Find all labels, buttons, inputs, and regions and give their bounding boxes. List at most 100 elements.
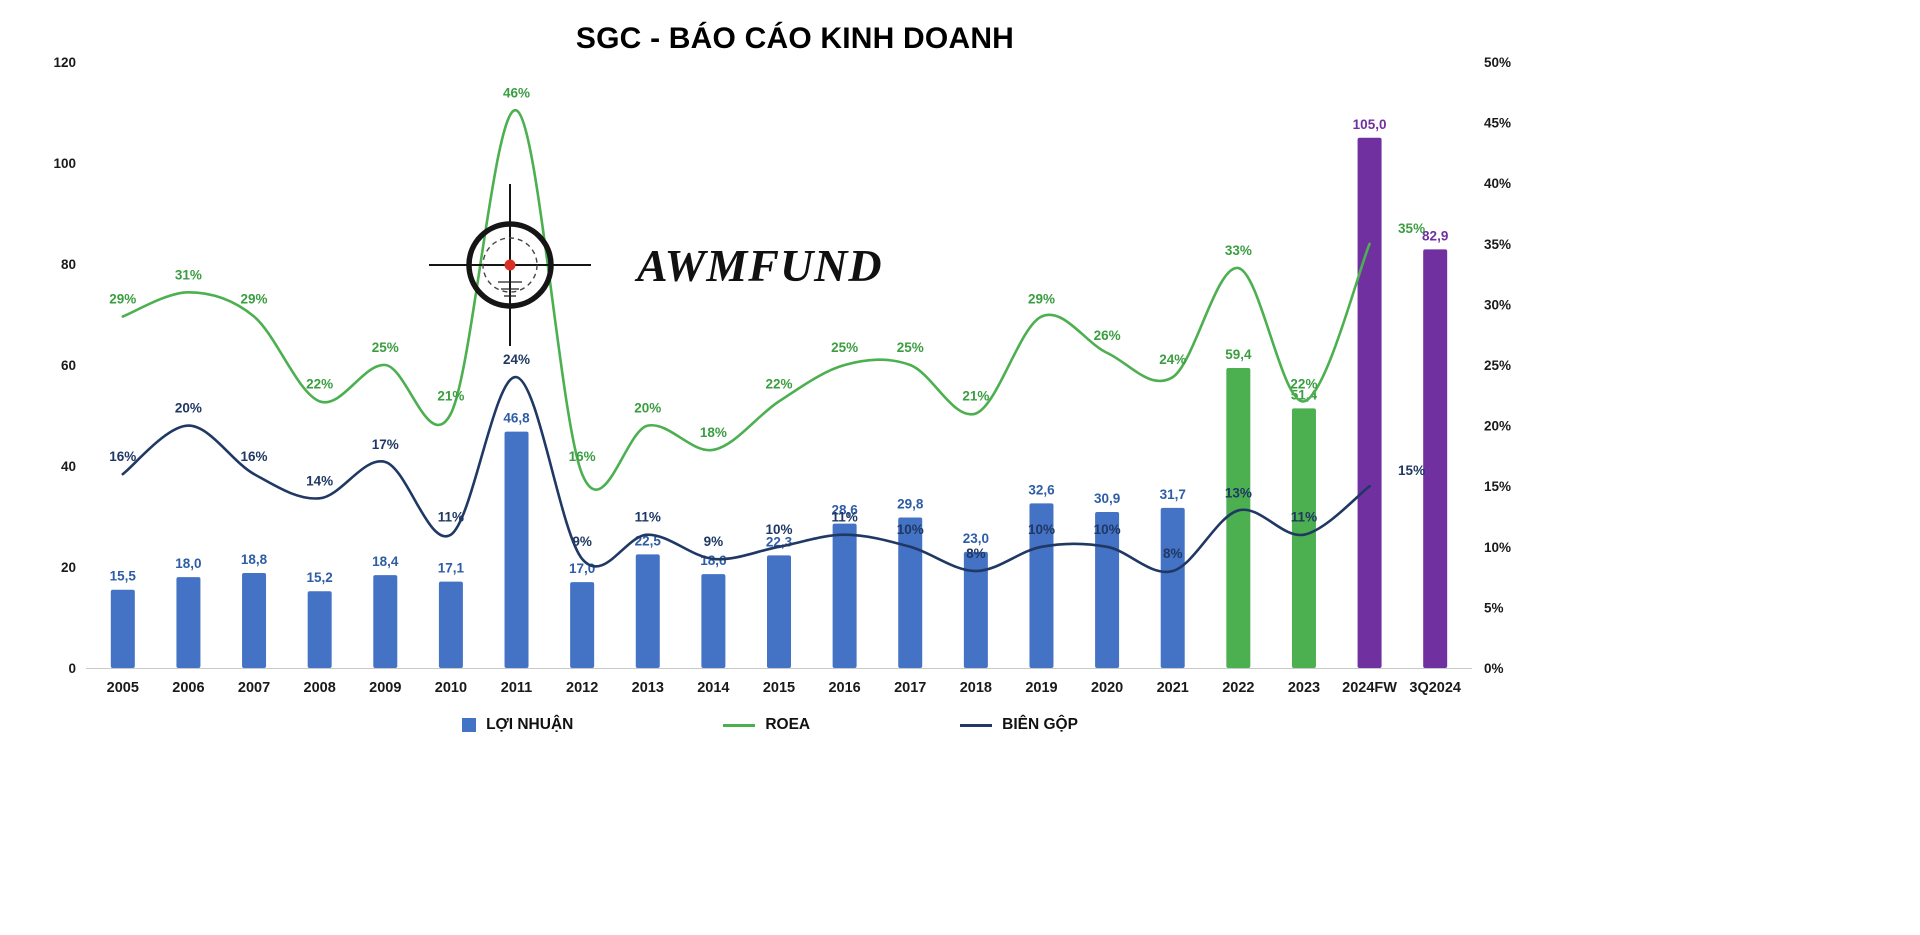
gross-margin-point-label: 8% (966, 546, 986, 561)
gross-margin-line (121, 375, 1371, 574)
profit-bar-2024FW (1357, 137, 1382, 668)
bar-value-label: 18,4 (372, 554, 399, 569)
roea-point-label: 33% (1225, 243, 1252, 258)
legend-swatch-profit (462, 718, 477, 732)
x-axis-label: 2021 (1157, 680, 1189, 696)
profit-bar-3Q2024 (1423, 249, 1448, 669)
bar-value-label: 15,2 (307, 570, 333, 585)
gross-margin-point-label: 9% (572, 534, 592, 549)
gross-margin-point-label: 14% (306, 473, 333, 488)
legend-label-roea: ROEA (765, 716, 811, 733)
gross-margin-point-label: 17% (372, 437, 399, 452)
bar-value-label: 15,5 (110, 569, 137, 584)
profit-bar-2018 (963, 551, 988, 668)
legend-item-gross-margin: BIÊN GỘP (960, 716, 1078, 734)
legend-label-profit: LỢI NHUẬN (486, 716, 574, 733)
x-axis-label: 2014 (697, 680, 729, 696)
bar-value-label: 23,0 (963, 531, 989, 546)
right-axis-tick-label: 5% (1484, 600, 1504, 615)
x-axis-label: 2024FW (1342, 680, 1397, 696)
x-axis-label: 2023 (1288, 680, 1320, 696)
gross-margin-point-label: 8% (1163, 546, 1183, 561)
right-axis-tick-label: 35% (1484, 237, 1511, 252)
bar-value-label: 82,9 (1422, 228, 1448, 243)
x-axis-label: 2008 (304, 680, 336, 696)
x-axis-label: 2009 (369, 680, 401, 696)
gross-margin-point-label: 11% (1291, 510, 1317, 525)
roea-point-label: 18% (700, 425, 727, 440)
roea-point-label: 21% (437, 388, 464, 403)
gross-margin-point-label: 10% (765, 522, 792, 537)
legend-swatch-gross-margin (960, 723, 993, 727)
bar-value-label: 31,7 (1160, 487, 1186, 502)
crosshair-icon (429, 184, 591, 346)
x-axis-label: 2017 (894, 680, 926, 696)
roea-point-label: 20% (634, 401, 661, 416)
x-axis-label: 2007 (238, 680, 270, 696)
gross-margin-point-label: 11% (831, 510, 857, 525)
right-axis-tick-label: 40% (1484, 176, 1511, 191)
right-axis-tick-label: 20% (1484, 419, 1511, 434)
legend-label-gross-margin: BIÊN GỘP (1002, 716, 1078, 733)
profit-bar-2009 (373, 575, 398, 668)
bar-value-label: 18,6 (700, 553, 727, 568)
bar-value-label: 17,0 (569, 561, 595, 576)
x-axis-label: 2018 (960, 680, 992, 696)
bar-value-label: 17,1 (438, 561, 465, 576)
left-axis-tick-label: 0 (68, 661, 76, 676)
roea-point-label: 25% (831, 340, 858, 355)
profit-bar-2013 (635, 554, 660, 668)
profit-bar-2008 (307, 591, 332, 668)
gross-margin-point-label: 15% (1398, 463, 1425, 478)
roea-point-label: 22% (765, 376, 792, 391)
x-axis-label: 2019 (1025, 680, 1057, 696)
right-axis-tick-label: 30% (1484, 297, 1511, 312)
x-axis-label: 2022 (1222, 680, 1254, 696)
logo-text: AWMFUND (637, 239, 883, 291)
gross-margin-point-label: 11% (438, 510, 464, 525)
profit-bar-2021 (1160, 507, 1185, 668)
roea-point-label: 25% (372, 340, 399, 355)
x-axis-label: 2020 (1091, 680, 1123, 696)
bar-value-label: 59,4 (1225, 347, 1252, 362)
roea-line (121, 109, 1371, 491)
x-axis-label: 2005 (107, 680, 139, 696)
legend-swatch-roea (723, 723, 756, 727)
gross-margin-point-label: 16% (241, 449, 268, 464)
left-axis-tick-label: 20 (61, 560, 76, 575)
bar-value-label: 32,6 (1028, 482, 1055, 497)
right-axis-tick-label: 10% (1484, 540, 1511, 555)
right-axis-tick-label: 15% (1484, 479, 1511, 494)
crosshair-red-dot (504, 259, 516, 271)
x-axis-label: 2013 (632, 680, 664, 696)
bar-value-label: 18,0 (175, 556, 201, 571)
bar-value-label: 28,6 (831, 503, 858, 518)
left-axis-tick-label: 120 (53, 55, 76, 70)
profit-bar-2015 (767, 555, 791, 668)
profit-bar-2006 (176, 577, 201, 668)
roea-point-label: 29% (241, 292, 268, 307)
profit-bar-2014 (701, 574, 726, 668)
chart-legend: LỢI NHUẬN ROEA BIÊN GỘP (0, 716, 1540, 734)
roea-point-label: 29% (1028, 292, 1055, 307)
roea-point-label: 26% (1094, 328, 1121, 343)
bar-value-label: 105,0 (1353, 117, 1387, 132)
x-axis-label: 2010 (435, 680, 467, 696)
left-axis-tick-label: 40 (61, 459, 76, 474)
gross-margin-point-label: 20% (175, 401, 202, 416)
profit-bar-2023 (1291, 408, 1316, 668)
profit-bar-2012 (570, 582, 595, 668)
gross-margin-point-label: 11% (635, 510, 661, 525)
roea-point-label: 22% (306, 376, 333, 391)
gross-margin-point-label: 10% (1028, 522, 1055, 537)
x-axis-label: 3Q2024 (1409, 680, 1461, 696)
chart-title: SGC - BÁO CÁO KINH DOANH (575, 22, 1015, 55)
legend-item-roea: ROEA (723, 716, 810, 734)
left-axis-tick-label: 80 (61, 257, 76, 272)
profit-bar-2005 (110, 589, 135, 668)
x-axis-label: 2015 (763, 680, 795, 696)
bar-value-label: 18,8 (241, 552, 268, 567)
profit-bar-2022 (1226, 368, 1251, 668)
